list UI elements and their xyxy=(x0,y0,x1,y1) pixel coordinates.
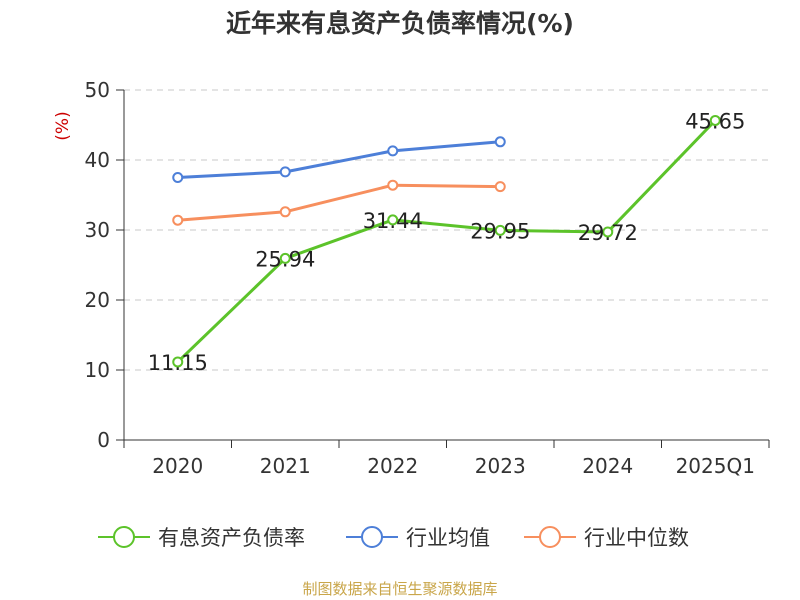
series-line xyxy=(177,183,501,222)
legend-swatch-marker xyxy=(539,526,561,548)
x-tick-label: 2021 xyxy=(260,454,311,478)
series-line xyxy=(177,140,501,179)
data-point xyxy=(494,181,506,193)
x-tick-label: 2024 xyxy=(582,454,633,478)
series-line xyxy=(176,119,717,364)
data-point xyxy=(602,226,614,238)
data-point xyxy=(387,145,399,157)
y-tick-label: 30 xyxy=(85,218,110,242)
y-tick-label: 0 xyxy=(97,428,110,452)
data-point xyxy=(279,252,291,264)
data-point xyxy=(279,206,291,218)
data-label: 11.15 xyxy=(148,351,208,375)
y-tick-label: 50 xyxy=(85,78,110,102)
x-tick-label: 2025Q1 xyxy=(676,454,755,478)
data-point xyxy=(279,166,291,178)
data-label: 31.44 xyxy=(363,209,423,233)
x-tick-label: 2022 xyxy=(367,454,418,478)
data-label: 25.94 xyxy=(255,247,315,271)
data-label: 29.95 xyxy=(470,219,530,243)
data-point xyxy=(387,214,399,226)
legend-label: 有息资产负债率 xyxy=(158,526,305,550)
legend-swatch-marker xyxy=(361,526,383,548)
chart-title: 近年来有息资产负债率情况(%) xyxy=(226,9,574,38)
data-point xyxy=(494,224,506,236)
data-label: 45.65 xyxy=(685,109,745,133)
source-note: 制图数据来自恒生聚源数据库 xyxy=(302,580,498,598)
data-label: 29.72 xyxy=(578,221,638,245)
y-tick-label: 40 xyxy=(85,148,110,172)
y-axis-label: (%) xyxy=(53,111,73,140)
legend-label: 行业中位数 xyxy=(584,526,689,550)
data-point xyxy=(172,356,184,368)
data-point xyxy=(387,179,399,191)
data-point xyxy=(172,172,184,183)
data-point xyxy=(709,114,721,126)
legend-label: 行业均值 xyxy=(406,526,490,550)
x-tick-label: 2020 xyxy=(152,454,203,478)
data-point xyxy=(494,136,506,148)
x-tick-label: 2023 xyxy=(475,454,526,478)
y-tick-label: 10 xyxy=(85,358,110,382)
legend-swatch-marker xyxy=(113,526,135,548)
y-tick-label: 20 xyxy=(85,288,110,312)
data-point xyxy=(172,214,184,226)
